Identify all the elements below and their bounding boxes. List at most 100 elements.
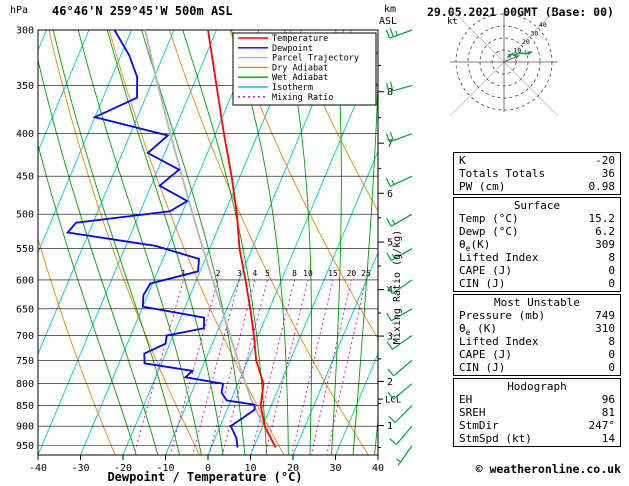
- row-value: 310: [595, 322, 615, 335]
- hodograph-ring: [467, 25, 541, 99]
- row-label: K: [459, 154, 466, 167]
- km-tick-label: 6: [387, 189, 393, 200]
- wind-barb-feather: [386, 341, 393, 350]
- row-label: CIN (J): [459, 277, 506, 290]
- mixing-ratio-line: [208, 279, 256, 455]
- table-row: StmSpd (kt) 14: [454, 432, 620, 445]
- row-value: 0: [608, 348, 615, 361]
- pressure-gridlines: [37, 29, 379, 460]
- temp-tick-label: 40: [372, 463, 384, 474]
- pressure-label: 650: [16, 304, 34, 315]
- row-value: 6.2: [595, 225, 615, 238]
- temp-tick-label: -10: [156, 463, 174, 474]
- km-tick-label: 5: [387, 238, 393, 249]
- row-label: Temp (°C): [459, 212, 519, 225]
- hodograph-ring-label: 10: [513, 47, 521, 55]
- wind-barb-staff: [391, 335, 413, 350]
- row-label: Lifted Index: [459, 335, 539, 348]
- parcel-trajectory-curve: [144, 30, 277, 448]
- mixing-ratio-value-label: 5: [265, 269, 270, 278]
- mixing-ratio-value-label: 3: [237, 269, 242, 278]
- km-tick-label: 2: [387, 377, 393, 388]
- row-label: Totals Totals: [459, 167, 546, 180]
- hodograph-ring-label: 20: [522, 38, 530, 46]
- row-value: 749: [595, 309, 615, 322]
- lcl-label: LCL: [385, 396, 401, 406]
- isotherm-line: [80, 30, 260, 455]
- wet-adiabat-line: [141, 30, 246, 455]
- legend-box: [232, 32, 377, 106]
- dry-adiabat-line: [48, 30, 201, 455]
- row-label: Dewp (°C): [459, 225, 519, 238]
- mixing-ratio-axis-label: Mixing Ratio (g/kg): [392, 230, 403, 344]
- legend-label: Isotherm: [272, 83, 313, 93]
- copyright: © weatheronline.co.uk: [475, 462, 621, 476]
- legend-label: Dry Adiabat: [272, 63, 328, 73]
- wind-barb-staff: [393, 359, 413, 377]
- pressure-label: 900: [16, 422, 34, 433]
- wind-barb-feather: [387, 391, 395, 400]
- hodograph-ring-label: 30: [530, 30, 538, 38]
- hodograph-ring: [479, 37, 529, 87]
- skewt-diagram: 1 2 3 4 5 8 10 15 20 2530035040045050055060065070…: [10, 4, 413, 484]
- chart-title: 46°46'N 259°45'W 500m ASL: [52, 4, 233, 18]
- wind-barb-feather: [389, 438, 397, 445]
- wind-barb-feather: [385, 133, 391, 143]
- wind-barb-feather: [389, 131, 394, 141]
- row-label: SREH: [459, 406, 486, 419]
- wind-barb-half-feather: [395, 30, 398, 36]
- arrowhead: [514, 55, 520, 60]
- isotherm-line: [38, 30, 132, 254]
- wet-adiabat-line: [106, 30, 224, 455]
- row-label: Pressure (mb): [459, 309, 546, 322]
- table-row: θe(K) 309: [454, 238, 620, 254]
- pressure-label: 450: [16, 172, 34, 183]
- pressure-label: 950: [16, 441, 34, 452]
- mixing-ratio-value-label: 2: [216, 269, 221, 278]
- isotherm-line: [250, 150, 378, 455]
- table-row: SREH 81: [454, 406, 620, 419]
- hodograph-stats-table: Hodograph EH 96 SREH 81 StmDir 247° StmSpd (kt)…: [453, 378, 621, 447]
- temp-tick-label: 20: [287, 463, 299, 474]
- dry-adiabat-line: [169, 30, 369, 455]
- wet-adiabat-line: [38, 58, 159, 455]
- wind-barb-feather: [386, 218, 392, 227]
- dry-adiabat-line: [38, 236, 116, 455]
- row-label: CIN (J): [459, 361, 506, 374]
- pressure-label: 750: [16, 356, 34, 367]
- wind-barb-feather: [386, 312, 392, 322]
- wind-barb-staff: [393, 383, 413, 400]
- row-value: 0.98: [588, 180, 616, 193]
- wind-barb-staff: [390, 213, 413, 227]
- mixing-ratio-value-label: 8: [292, 269, 297, 278]
- row-value: 36: [601, 167, 615, 180]
- row-label: θe (K): [459, 322, 497, 338]
- row-label: CAPE (J): [459, 264, 512, 277]
- row-label: θe(K): [459, 238, 491, 254]
- wind-barb-feather: [387, 368, 395, 377]
- arrowhead: [527, 51, 533, 56]
- row-label: Lifted Index: [459, 251, 539, 264]
- row-value: 247°: [588, 419, 616, 432]
- legend-label: Parcel Trajectory: [272, 54, 359, 64]
- x-axis-label: Dewpoint / Temperature (°C): [107, 470, 302, 484]
- wind-barb-feather: [385, 177, 391, 187]
- wind-barb-feather: [385, 29, 391, 39]
- wind-barb-half-feather: [396, 458, 401, 463]
- row-value: 96: [601, 393, 615, 406]
- section-header: Most Unstable: [493, 296, 581, 309]
- mixing-ratio-line: [326, 279, 367, 455]
- table-row: K -20: [454, 154, 620, 167]
- temp-tick-label: -20: [114, 463, 132, 474]
- run-timestamp: 29.05.2021 00GMT (Base: 00): [427, 5, 614, 19]
- pressure-label: 600: [16, 275, 34, 286]
- row-value: -20: [595, 154, 615, 167]
- table-row: CIN (J) 0: [454, 361, 620, 374]
- background-grid: [38, 30, 378, 455]
- mixing-ratio-line: [250, 279, 296, 455]
- mixing-ratio-value-label: 25: [361, 269, 371, 278]
- legend-label: Wet Adiabat: [272, 73, 328, 83]
- table-row: Lifted Index 8: [454, 335, 620, 348]
- info-panel: 29.05.2021 00GMT (Base: 00) 10 20 30 40 kt K…: [425, 0, 629, 486]
